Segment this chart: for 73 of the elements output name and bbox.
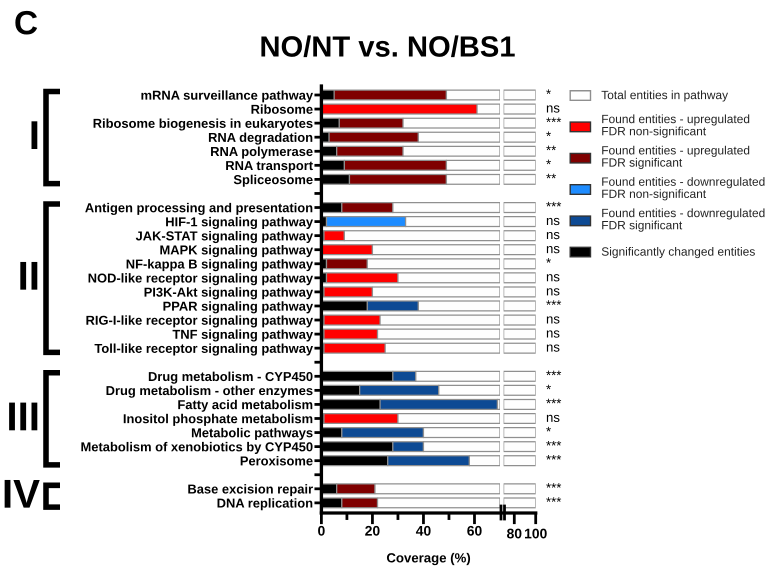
text: *** [546,202,562,206]
text: * [546,384,551,390]
y-tick-label: Ribosome [251,104,313,114]
text: ns [546,274,560,282]
text: * [546,89,551,94]
text: *** [546,300,562,305]
y-tick-label: Metabolism of xenobiotics by CYP450 [81,442,313,454]
text: * [546,132,551,136]
text: * [546,258,551,263]
text: *** [546,398,562,404]
text: *** [546,440,562,446]
text: *** [546,483,562,488]
text: I [32,121,38,150]
text: * [546,160,551,164]
text: *** [546,455,562,460]
text: ns [546,232,560,240]
y-tick-label: Base excision repair [188,484,313,496]
y-tick-label: NOD-like receptor signaling pathway [88,273,314,286]
y-tick-label: HIF-1 signaling pathway [166,216,314,229]
text: C [15,10,38,34]
y-tick-label: mRNA surveillance pathway [141,90,314,102]
y-tick-label: Spliceosome [234,174,313,187]
chart-title: NO/NT vs. NO/BS1 [261,35,515,58]
text: II [20,262,38,290]
legend-label: Total entities in pathway [602,90,728,102]
text: ns [546,218,560,226]
text: ns [546,414,560,422]
y-tick-label: RNA transport [226,161,313,173]
text: ** [546,174,556,178]
text: ns [546,105,560,113]
text: *** [546,497,562,502]
text: *** [546,370,562,376]
y-tick-label: RIG-I-like receptor signaling pathway [86,315,314,328]
y-tick-label: Ribosome biogenesis in eukaryotes [94,118,313,131]
x-tick-label: 60 [467,526,482,536]
x-tick-label: 0 [318,526,325,536]
text: *** [546,117,562,122]
text: III [9,402,38,430]
y-tick-label: Peroxisome [240,456,313,466]
y-tick-label: MAPK signaling pathway [160,245,314,258]
x-tick-label: 20 [365,526,380,536]
y-tick-label: Drug metabolism - CYP450 [148,372,313,384]
y-tick-label: Inositol phosphate metabolism [124,414,312,426]
y-tick-label: NF-kappa B signaling pathway [126,259,314,272]
y-tick-label: Antigen processing and presentation [85,202,312,215]
y-tick-label: Metabolic pathways [192,428,313,440]
x-axis-title: Coverage (%) [386,552,470,566]
text: ns [546,246,560,254]
x-tick-label: 80 [507,528,522,538]
y-tick-label: PPAR signaling pathway [163,301,314,314]
x-tick-label: 100 [524,528,547,538]
text: ns [546,316,560,324]
y-tick-label: RNA degradation [208,132,312,145]
y-tick-label: RNA polymerase [211,146,313,159]
text: ns [546,288,560,296]
y-tick-label: Toll-like receptor signaling pathway [94,343,314,356]
text: IV [4,480,40,508]
y-tick-label: DNA replication [218,498,312,510]
x-tick-label: 40 [416,526,431,536]
text: * [546,426,551,432]
legend-label: Found entities - upregulated FDR non-significant [602,114,750,138]
y-tick-label: Fatty acid metabolism [178,400,312,412]
y-tick-label: TNF signaling pathway [172,329,314,342]
y-tick-label: PI3K-Akt signaling pathway [144,287,314,300]
y-tick-label: JAK-STAT signaling pathway [136,230,314,244]
legend-label: Significantly changed entities [602,246,755,258]
text: ** [546,146,556,150]
text: ns [546,344,560,352]
legend-label: Found entities - downregulated FDR significant [602,208,764,232]
legend-label: Found entities - upregulated FDR significant [602,146,750,170]
legend-label: Found entities - downregulated FDR non-significant [602,177,764,200]
text: ns [546,330,560,338]
y-tick-label: Drug metabolism - other enzymes [106,386,313,398]
